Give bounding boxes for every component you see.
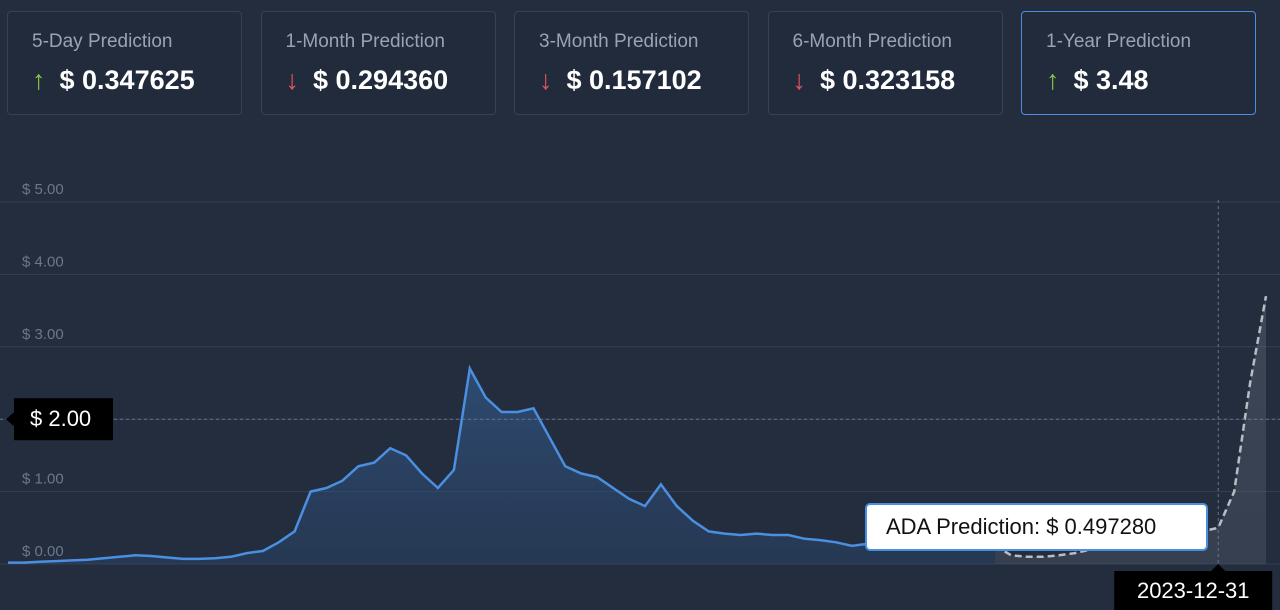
prediction-card: 6-Month Prediction ↓ $ 0.323158 [767,11,1003,115]
x-label-pointer [1211,564,1226,571]
area [8,368,996,564]
card-label: 1-Month Prediction [285,31,445,52]
x-label-box [1114,571,1273,610]
card-value: $ 0.157102 [566,65,702,95]
tooltip: ADA Prediction: $ 0.497280 [886,514,1156,539]
tooltip-box [865,503,1208,551]
card-value-row: ↑ $ 3.48 [1046,65,1149,96]
y-tick-label: $ 4.00 [22,253,64,270]
y-tick-label: $ 3.00 [22,326,64,343]
y-tick-label: $ 5.00 [22,181,64,198]
trend-arrow: ↑ [32,65,46,95]
card-label: 5-Day Prediction [32,31,173,52]
y-label-box [14,398,113,441]
prediction-card: 5-Day Prediction ↑ $ 0.347625 [7,11,242,115]
y-label-pointer [6,412,14,427]
y-crosshair-label: $ 2.00 [30,406,91,431]
card-label: 3-Month Prediction [539,31,699,52]
price-line [994,295,1268,559]
trend-arrow: ↓ [285,65,300,95]
prediction-card: 1-Month Prediction ↓ $ 0.294360 [260,11,496,115]
trend-arrow: ↓ [539,65,553,95]
card-value: $ 3.48 [1073,65,1149,95]
card-label: 1-Year Prediction [1046,31,1192,52]
prediction-card: 1-Year Prediction ↑ $ 3.48 [1021,11,1256,115]
card-value: $ 0.294360 [313,65,449,95]
card-value: $ 0.323158 [820,65,956,95]
trend-arrow: ↑ [1046,65,1060,95]
y-tick-label: $ 1.00 [22,471,64,488]
prediction-card: 3-Month Prediction ↓ $ 0.157102 [514,11,749,115]
card-value-row: ↓ $ 0.157102 [539,65,702,96]
card-value-row: ↑ $ 0.347625 [32,65,195,96]
trend-arrow: ↓ [792,65,807,95]
area [995,296,1266,564]
x-crosshair-label: 2023-12-31 [1137,578,1250,603]
y-tick-label: $ 0.00 [22,543,64,560]
card-value-row: ↓ $ 0.294360 [286,65,449,96]
price-line [8,364,996,564]
card-value: $ 0.347625 [59,65,195,95]
card-value-row: ↓ $ 0.323158 [793,65,956,96]
card-label: 6-Month Prediction [792,31,952,52]
